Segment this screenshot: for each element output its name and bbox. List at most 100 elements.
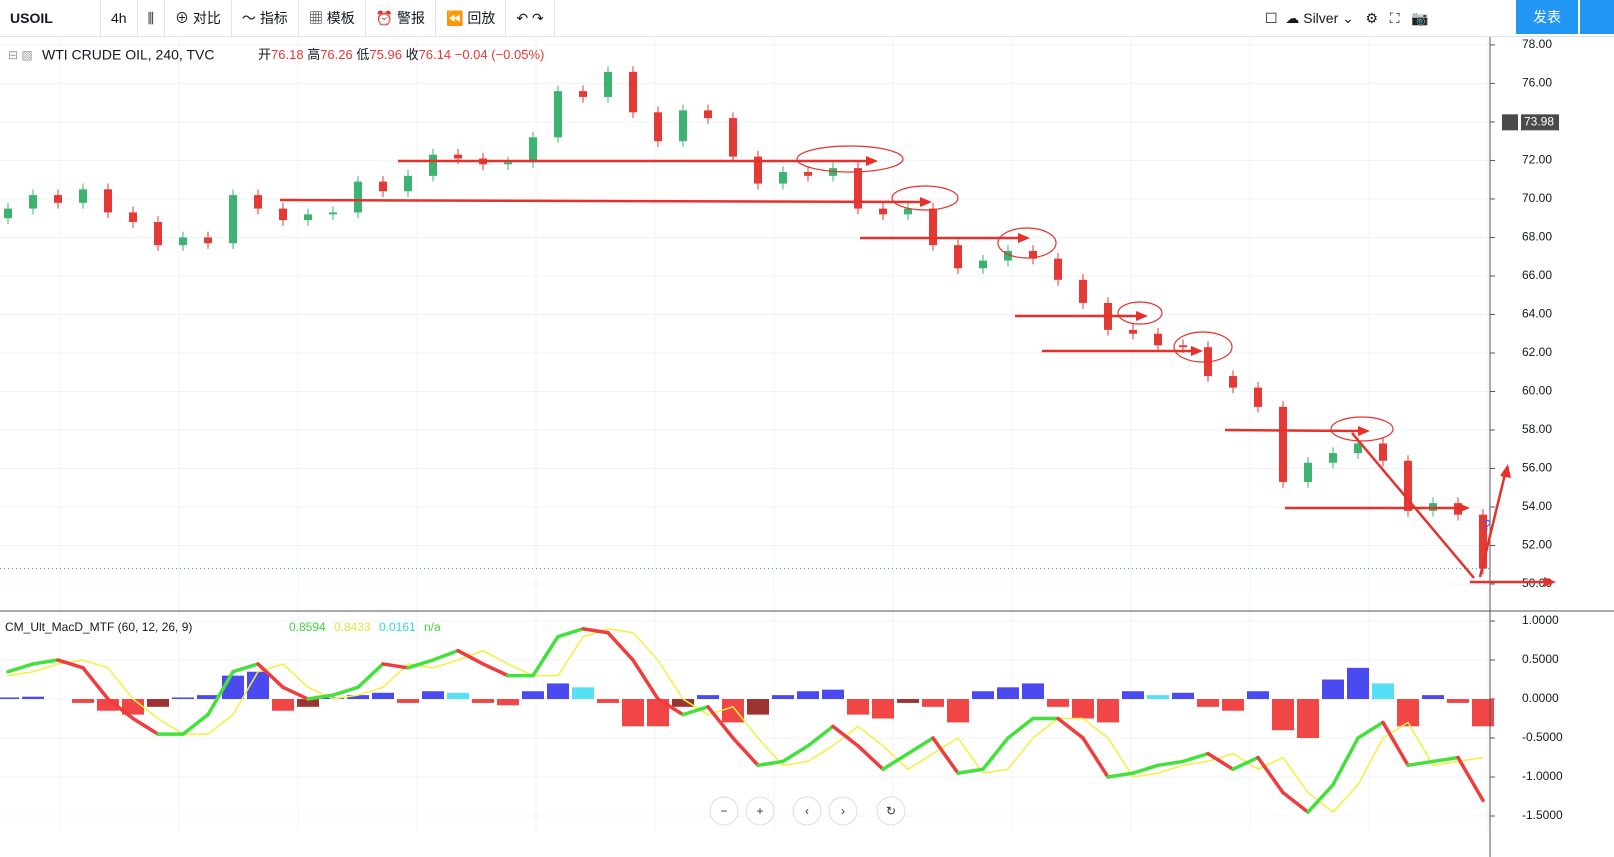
histogram-bar (847, 699, 869, 715)
macd-segment (1456, 755, 1485, 803)
indicators[interactable]: 〜 指标 (232, 0, 299, 36)
publish[interactable]: 发表 (1516, 0, 1578, 34)
legend-part: 高 (307, 47, 320, 62)
symbol[interactable]: USOIL (0, 0, 101, 36)
y-tick-label: 54.00 (1522, 499, 1552, 513)
histogram-bar (272, 699, 294, 711)
candle-body (1379, 443, 1387, 461)
drawings (279, 145, 1548, 584)
macd-segment (431, 648, 460, 662)
macd-segment (481, 662, 510, 678)
histogram-bar (647, 699, 669, 727)
candle-body (1354, 443, 1362, 454)
macd-segment (56, 658, 85, 670)
legend-part: 收 (406, 47, 419, 62)
histogram-bar (172, 697, 194, 700)
undo[interactable]: ↶ ↷ (506, 0, 555, 36)
macd-segment (81, 666, 110, 701)
histogram-bar (872, 699, 894, 719)
candle-body (979, 260, 987, 269)
legend-part: 76.14 (419, 47, 452, 62)
y-tick-label: 60.00 (1522, 384, 1552, 398)
macd-segment (1181, 751, 1210, 764)
histogram-bar (1347, 667, 1369, 700)
y-tick-label: 1.0000 (1522, 613, 1559, 627)
candle-body (754, 156, 762, 184)
macd-segment (756, 759, 785, 768)
histogram-bar (572, 687, 594, 700)
legend-part: −0.04 (−0.05%) (455, 47, 545, 62)
theme[interactable]: ☐ ☁ Silver ⌄ ⚙ ⛶ 📷 (1265, 10, 1429, 26)
macd-segment (631, 658, 660, 701)
y-tick-label: 64.00 (1522, 307, 1552, 321)
macd-segment (1381, 720, 1410, 768)
candle-body (229, 195, 237, 244)
candle-body (29, 195, 37, 209)
macd-segment (1106, 771, 1135, 779)
scroll-right[interactable] (828, 796, 858, 826)
macd-segment (1056, 716, 1085, 740)
alerts[interactable]: ⏰ 警报 (366, 0, 437, 36)
candle-body (454, 154, 462, 159)
candle-body (379, 181, 387, 192)
candle-body (354, 181, 362, 213)
legend-part: 76.18 (271, 47, 304, 62)
templates[interactable]: ▦ 模板 (299, 0, 366, 36)
svg-text:‹: ‹ (805, 804, 809, 818)
candle-body (904, 208, 912, 215)
play[interactable] (1580, 0, 1614, 34)
macd-segment (706, 705, 735, 740)
crosshair-label: 73.98 (1524, 114, 1554, 128)
arrow (1478, 469, 1508, 578)
legend-value: 0.8594 (289, 620, 326, 634)
macd-segment (931, 736, 960, 775)
interval[interactable]: 4h (101, 0, 138, 36)
y-tick-label: -0.5000 (1522, 730, 1563, 744)
macd-segment (881, 751, 910, 771)
candle-body (104, 189, 112, 213)
scroll-left[interactable] (792, 796, 822, 826)
candle-body (1304, 462, 1312, 482)
histogram-bar (997, 687, 1019, 700)
candle-body (179, 237, 187, 246)
macd-segment (731, 736, 760, 768)
macd-segment (406, 658, 435, 670)
candle-body (779, 171, 787, 184)
macd-segment (456, 648, 485, 666)
candle-body (654, 112, 662, 142)
histogram-bar (522, 691, 544, 700)
candle-body (304, 214, 312, 221)
candle-body (1004, 250, 1012, 261)
candle-body (1029, 250, 1037, 259)
macd-segment (956, 767, 985, 775)
zoom-in[interactable] (745, 796, 775, 826)
replay[interactable]: ⏪ 回放 (436, 0, 507, 36)
candle-body (1479, 514, 1487, 569)
compare[interactable]: ⊕ 对比 (165, 0, 232, 36)
legend-part: 低 (356, 47, 369, 62)
y-tick-label: 58.00 (1522, 422, 1552, 436)
btn-text: 对比 (192, 10, 221, 26)
histogram-bar (0, 697, 19, 700)
histogram-bar (772, 695, 794, 700)
histogram-bar (472, 699, 494, 703)
candle-body (879, 208, 887, 215)
reset[interactable] (876, 796, 906, 826)
legend-value: n/a (424, 620, 441, 634)
candle-body (1179, 345, 1187, 348)
macd-segment (1231, 755, 1260, 771)
histogram-bar (672, 699, 694, 707)
candle-body (204, 237, 212, 244)
macd-segment (331, 685, 360, 697)
candle-body (704, 110, 712, 119)
chart-type[interactable]: ⫼ (138, 0, 166, 36)
histogram-bar (697, 695, 719, 700)
histogram-bar (347, 695, 369, 700)
histogram-bar (72, 699, 94, 703)
macd-segment (1081, 736, 1110, 779)
histogram-bar (1297, 699, 1319, 739)
histogram-bar (1122, 691, 1144, 700)
zoom-out[interactable] (709, 796, 739, 826)
y-tick-label: -1.0000 (1522, 769, 1563, 783)
